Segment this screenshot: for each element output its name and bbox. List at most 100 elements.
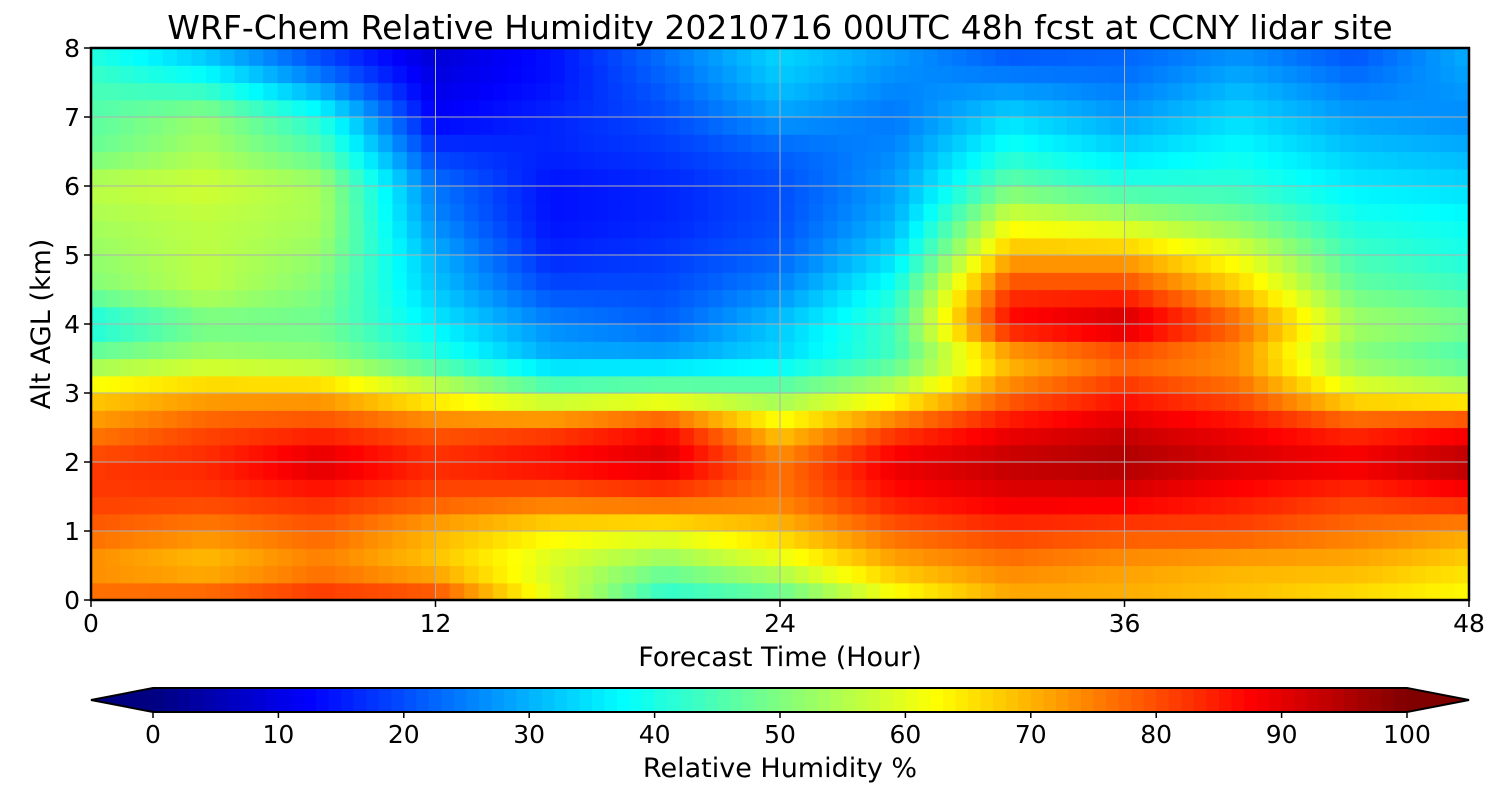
heat-cell	[162, 513, 178, 532]
heat-cell	[1153, 272, 1169, 291]
heat-cell	[1153, 168, 1169, 187]
heat-cell	[1024, 548, 1039, 567]
heat-cell	[722, 393, 738, 411]
heat-cell	[923, 220, 939, 239]
heat-cell	[966, 186, 982, 204]
heat-cell	[794, 272, 810, 291]
heat-cell	[1268, 117, 1283, 135]
heat-cell	[507, 168, 523, 187]
heat-cell	[579, 272, 594, 291]
heat-cell	[320, 531, 336, 549]
heat-cell	[1009, 393, 1025, 411]
heat-cell	[794, 548, 810, 567]
heat-cell	[1454, 513, 1469, 532]
heat-cell	[650, 548, 666, 567]
heat-cell	[995, 548, 1011, 567]
heat-cell	[1196, 444, 1212, 463]
heat-cell	[277, 513, 293, 532]
heat-cell	[708, 582, 724, 600]
heat-cell	[320, 117, 336, 135]
heat-cell	[535, 117, 551, 135]
heat-cell	[1311, 272, 1327, 291]
heat-cell	[722, 48, 738, 66]
heat-cell	[1253, 151, 1269, 170]
heat-cell	[248, 341, 264, 360]
heat-cell	[1368, 548, 1384, 567]
heat-cell	[736, 186, 752, 204]
heat-cell	[1397, 531, 1413, 549]
heat-cell	[1339, 168, 1355, 187]
heat-cell	[665, 513, 681, 532]
heat-cell	[492, 220, 508, 239]
heat-cell	[909, 99, 925, 118]
heat-cell	[177, 65, 193, 84]
heat-cell	[535, 255, 551, 273]
heat-cell	[1196, 427, 1212, 446]
heat-cell	[866, 48, 882, 66]
heat-cell	[435, 375, 451, 394]
heat-cell	[220, 427, 236, 446]
heat-cell	[894, 117, 910, 135]
heat-cell	[980, 341, 996, 360]
heat-cell	[1153, 427, 1169, 446]
heat-cell	[1095, 479, 1111, 498]
heat-cell	[1095, 117, 1111, 135]
heat-cell	[880, 186, 896, 204]
heat-cell	[119, 306, 135, 325]
heat-cell	[1382, 341, 1398, 360]
heat-cell	[291, 151, 307, 170]
heat-cell	[1440, 134, 1456, 153]
heat-cell	[722, 117, 738, 135]
heat-cell	[823, 462, 839, 480]
heat-cell	[1239, 582, 1255, 600]
heat-cell	[1081, 255, 1097, 273]
heat-cell	[607, 306, 623, 325]
heat-cell	[909, 237, 925, 256]
heat-cell	[119, 220, 135, 239]
heat-cell	[1253, 513, 1269, 532]
heat-cell	[392, 548, 408, 567]
heat-cell	[923, 341, 939, 360]
heat-cell	[1067, 186, 1083, 204]
heat-cell	[263, 134, 279, 153]
heat-cell	[1052, 358, 1068, 377]
heat-cell	[722, 358, 738, 377]
heat-cell	[1397, 375, 1413, 394]
y-tick-label: 0	[64, 586, 80, 615]
heat-cell	[1095, 306, 1111, 325]
heat-cell	[866, 65, 882, 84]
heat-cell	[650, 168, 666, 187]
heat-cell	[1210, 151, 1226, 170]
heat-cell	[464, 203, 480, 222]
heat-cell	[736, 479, 752, 498]
heat-cell	[1210, 48, 1226, 66]
heat-cell	[1181, 496, 1197, 515]
heat-cell	[866, 565, 882, 584]
heat-cell	[1296, 513, 1312, 532]
heat-cell	[191, 479, 207, 498]
heat-cell	[277, 410, 293, 429]
heat-cell	[191, 444, 207, 463]
heat-cell	[363, 341, 379, 360]
heat-cell	[736, 410, 752, 429]
heat-cell	[1239, 548, 1255, 567]
heat-cell	[980, 117, 996, 135]
heat-cell	[277, 151, 293, 170]
heat-cell	[1397, 65, 1413, 84]
heat-cell	[277, 375, 293, 394]
heat-cell	[1052, 306, 1068, 325]
heat-cell	[607, 513, 623, 532]
heat-cell	[234, 479, 250, 498]
heat-cell	[579, 548, 594, 567]
heat-cell	[1181, 99, 1197, 118]
heat-cell	[1210, 444, 1226, 463]
heat-cell	[162, 306, 178, 325]
heat-cell	[220, 220, 236, 239]
heat-cell	[205, 324, 221, 342]
heat-cell	[1110, 186, 1126, 204]
heat-cell	[1311, 117, 1327, 135]
heat-cell	[91, 479, 106, 498]
heat-cell	[1224, 462, 1240, 480]
heat-cell	[622, 393, 638, 411]
heat-cell	[1110, 289, 1126, 308]
